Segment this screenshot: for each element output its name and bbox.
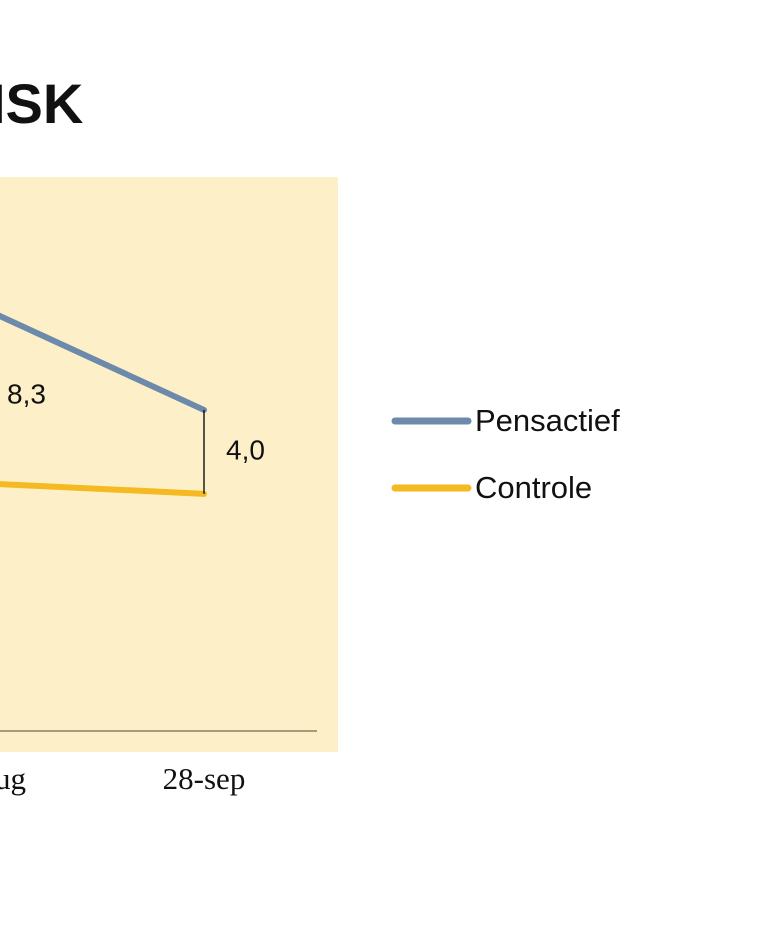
x-tick-label: ug	[0, 761, 26, 796]
chart-title: ISK	[0, 72, 83, 135]
x-tick-label: 28-sep	[163, 761, 246, 796]
difference-label: 8,3	[7, 379, 46, 410]
legend-label: Controle	[475, 470, 592, 505]
series-line	[0, 481, 207, 497]
difference-label: 4,0	[226, 434, 265, 465]
legend-label: Pensactief	[475, 403, 620, 438]
series-line	[0, 312, 207, 413]
plot-area	[0, 177, 338, 752]
